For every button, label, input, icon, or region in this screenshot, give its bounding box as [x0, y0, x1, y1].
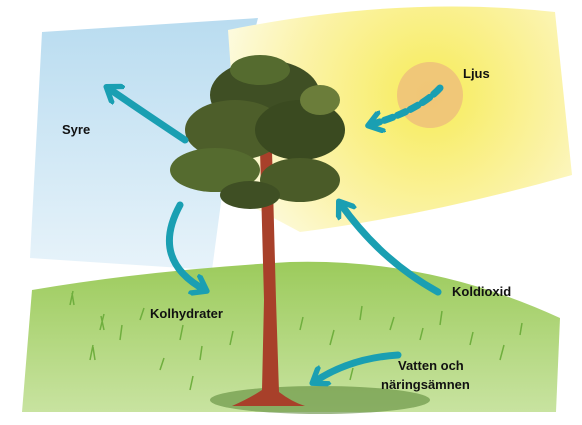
label-koldioxid: Koldioxid [452, 284, 511, 299]
page: {"nodes": [ {"label": "Ljus"}, {"label":… [0, 0, 582, 425]
label-kolhydrater: Kolhydrater [150, 306, 223, 321]
diagram: Ljus Syre Koldioxid Kolhydrater Vatten o… [0, 0, 582, 425]
label-ljus: Ljus [463, 66, 490, 81]
label-vatten: Vatten och [398, 358, 464, 373]
label-syre: Syre [62, 122, 90, 137]
label-vatten: näringsämnen [381, 377, 470, 392]
